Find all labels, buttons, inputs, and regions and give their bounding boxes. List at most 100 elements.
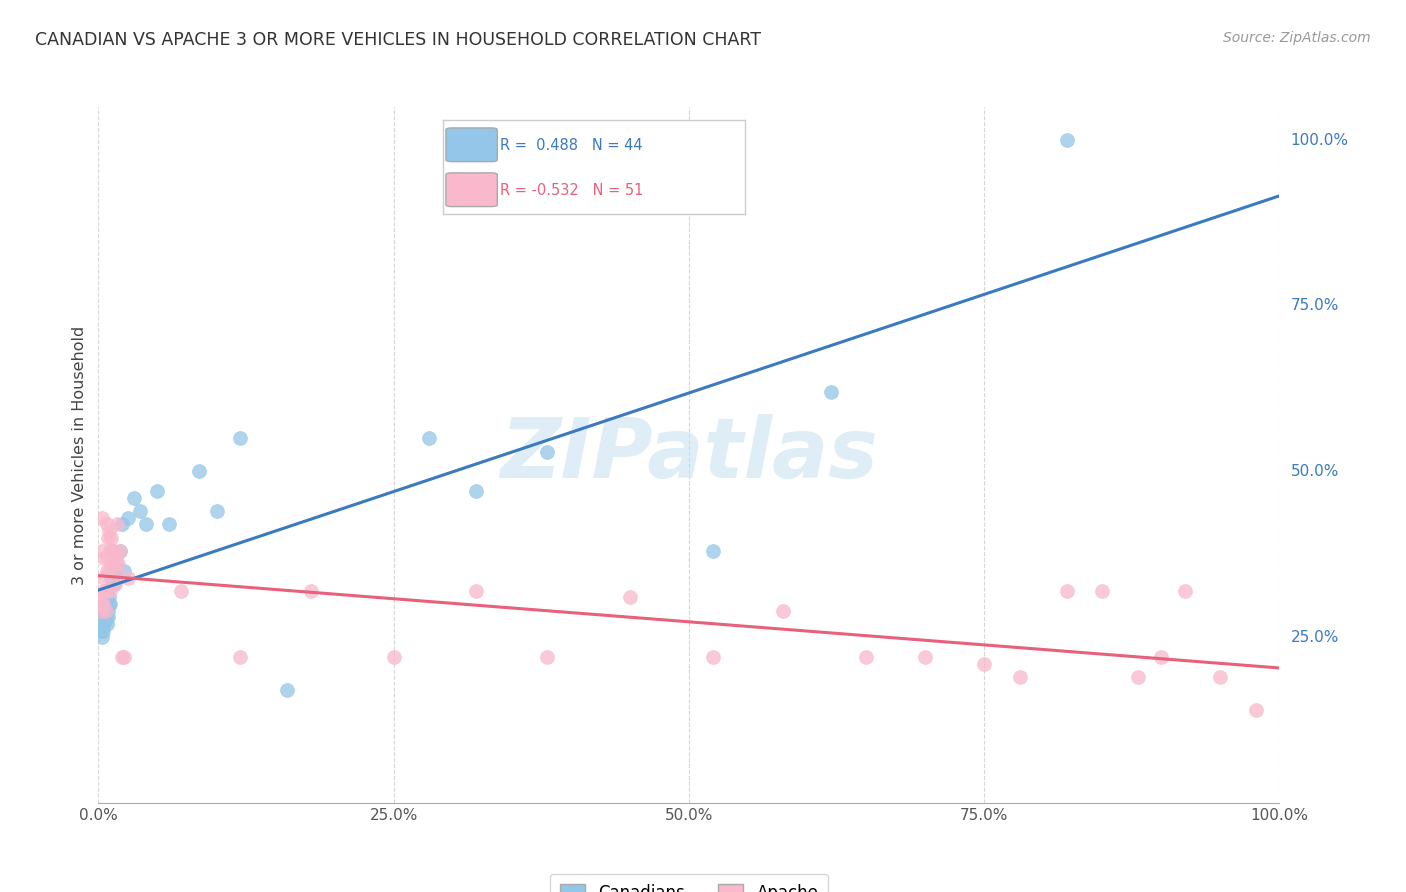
- Point: [855, 650, 877, 665]
- Point: [135, 517, 157, 532]
- Point: [702, 650, 724, 665]
- Point: [465, 583, 488, 598]
- Point: [93, 616, 115, 631]
- Point: [89, 591, 111, 605]
- Point: [93, 597, 115, 611]
- Point: [97, 550, 120, 565]
- Point: [94, 610, 117, 624]
- Point: [170, 583, 193, 598]
- Point: [914, 650, 936, 665]
- Point: [94, 604, 117, 618]
- Point: [103, 544, 125, 558]
- Point: [96, 591, 118, 605]
- Point: [107, 558, 129, 572]
- Point: [205, 504, 228, 518]
- Point: [299, 583, 322, 598]
- Point: [91, 583, 114, 598]
- Point: [112, 650, 135, 665]
- Point: [98, 597, 121, 611]
- Point: [1244, 703, 1267, 717]
- Point: [91, 597, 114, 611]
- Point: [128, 504, 150, 518]
- Point: [117, 570, 139, 584]
- Point: [104, 564, 127, 578]
- Point: [122, 491, 145, 505]
- Text: 25.0%: 25.0%: [1291, 630, 1339, 645]
- Point: [117, 511, 139, 525]
- Point: [90, 597, 112, 611]
- Point: [146, 484, 169, 499]
- Point: [108, 544, 131, 558]
- Point: [91, 630, 114, 644]
- Point: [98, 591, 121, 605]
- Point: [536, 650, 558, 665]
- Point: [94, 597, 117, 611]
- Point: [91, 604, 114, 618]
- Point: [90, 604, 112, 618]
- Point: [94, 583, 117, 598]
- Point: [382, 650, 405, 665]
- Point: [101, 558, 124, 572]
- Point: [276, 683, 298, 698]
- Point: [91, 597, 114, 611]
- Point: [973, 657, 995, 671]
- Text: 75.0%: 75.0%: [1291, 298, 1339, 313]
- Point: [1008, 670, 1031, 684]
- Point: [1056, 583, 1078, 598]
- Text: Source: ZipAtlas.com: Source: ZipAtlas.com: [1223, 31, 1371, 45]
- Point: [97, 604, 120, 618]
- Point: [98, 583, 121, 598]
- Text: R = -0.532   N = 51: R = -0.532 N = 51: [501, 183, 644, 198]
- Point: [111, 517, 134, 532]
- Point: [1126, 670, 1149, 684]
- Point: [93, 550, 115, 565]
- Text: CANADIAN VS APACHE 3 OR MORE VEHICLES IN HOUSEHOLD CORRELATION CHART: CANADIAN VS APACHE 3 OR MORE VEHICLES IN…: [35, 31, 761, 49]
- Point: [90, 616, 112, 631]
- Point: [105, 550, 128, 565]
- Text: 100.0%: 100.0%: [1291, 133, 1348, 148]
- Point: [98, 564, 121, 578]
- Point: [418, 431, 440, 445]
- FancyBboxPatch shape: [446, 128, 498, 161]
- Point: [91, 544, 114, 558]
- FancyBboxPatch shape: [446, 173, 498, 207]
- Point: [89, 610, 111, 624]
- Point: [187, 465, 209, 479]
- Point: [96, 517, 118, 532]
- Point: [91, 616, 114, 631]
- Point: [90, 624, 112, 638]
- Point: [105, 564, 128, 578]
- Point: [105, 517, 128, 532]
- Point: [96, 564, 118, 578]
- Text: R =  0.488   N = 44: R = 0.488 N = 44: [501, 138, 643, 153]
- Point: [101, 544, 124, 558]
- Legend: Canadians, Apache: Canadians, Apache: [550, 874, 828, 892]
- Point: [108, 544, 131, 558]
- Point: [536, 444, 558, 458]
- Point: [93, 570, 115, 584]
- Point: [97, 610, 120, 624]
- Point: [96, 616, 118, 631]
- Point: [619, 591, 641, 605]
- Point: [100, 570, 122, 584]
- Point: [105, 558, 128, 572]
- Point: [112, 564, 135, 578]
- Point: [465, 484, 488, 499]
- Point: [1091, 583, 1114, 598]
- Point: [772, 604, 794, 618]
- Point: [1174, 583, 1197, 598]
- Point: [91, 511, 114, 525]
- Point: [702, 544, 724, 558]
- Point: [1056, 133, 1078, 147]
- Point: [100, 531, 122, 545]
- Text: ZIPatlas: ZIPatlas: [501, 415, 877, 495]
- Point: [1209, 670, 1232, 684]
- Point: [98, 597, 121, 611]
- Point: [104, 577, 127, 591]
- Point: [229, 431, 252, 445]
- Point: [229, 650, 252, 665]
- Point: [820, 384, 842, 399]
- Y-axis label: 3 or more Vehicles in Household: 3 or more Vehicles in Household: [72, 326, 87, 584]
- Point: [157, 517, 180, 532]
- Point: [98, 544, 121, 558]
